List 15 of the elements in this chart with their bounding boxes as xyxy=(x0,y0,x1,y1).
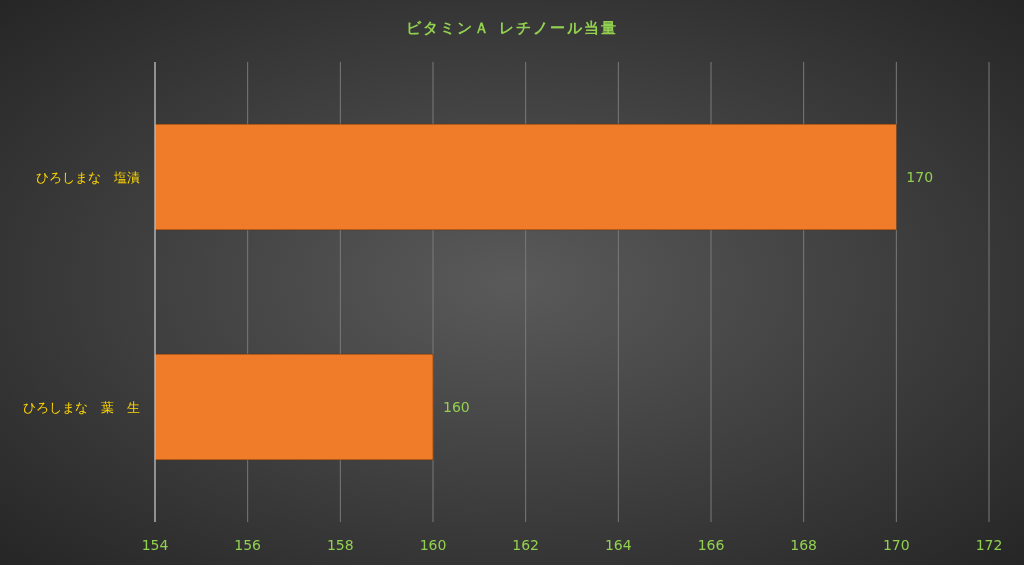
y-tick-label: ひろしまな 塩漬 xyxy=(36,170,140,185)
x-tick-label: 168 xyxy=(790,537,818,553)
y-tick-label: ひろしまな 葉 生 xyxy=(23,400,140,415)
data-label: 160 xyxy=(443,399,470,415)
x-tick-label: 158 xyxy=(326,537,354,553)
x-tick-label: 172 xyxy=(975,537,1003,553)
data-label: 170 xyxy=(906,169,934,185)
x-tick-label: 154 xyxy=(141,537,169,553)
x-tick-label: 162 xyxy=(512,537,540,553)
chart-title: ビタミンＡ レチノール当量 xyxy=(406,19,618,37)
x-tick-label: 170 xyxy=(882,537,910,553)
x-tick-label: 156 xyxy=(234,537,262,553)
x-tick-label: 166 xyxy=(697,537,725,553)
x-tick-label: 160 xyxy=(419,537,447,553)
x-tick-label: 164 xyxy=(604,537,632,553)
